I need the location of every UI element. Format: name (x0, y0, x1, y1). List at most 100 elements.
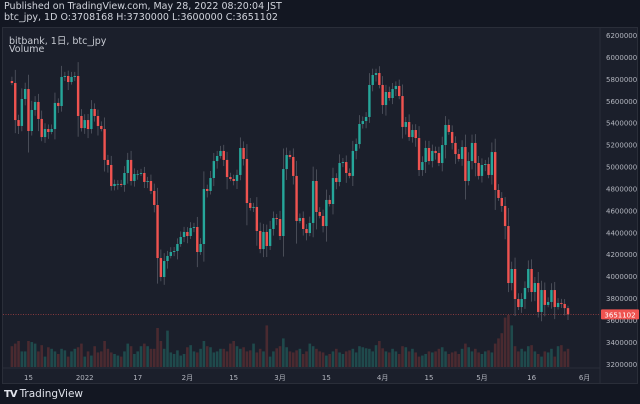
volume-bar (397, 354, 401, 367)
candle-body (103, 129, 106, 160)
volume-bar (331, 351, 335, 367)
candle-body (454, 142, 457, 155)
volume-bar (80, 343, 83, 367)
candle-body (474, 142, 477, 164)
time-tick-label: 2月 (182, 374, 193, 382)
candle-body (229, 177, 232, 180)
volume-legend[interactable]: Volume (9, 44, 45, 55)
candle-body (272, 218, 275, 229)
candle-body (381, 84, 384, 106)
time-tick-label: 17 (133, 374, 142, 382)
volume-bar (318, 351, 322, 367)
price-tick-label: 4400000 (606, 229, 637, 237)
candle-body (14, 83, 17, 121)
volume-bar (162, 348, 166, 367)
volume-bar (391, 348, 394, 367)
candle-body (507, 226, 510, 284)
candle-body (209, 178, 212, 191)
volume-bar (288, 351, 292, 367)
candle-body (288, 155, 292, 157)
volume-bar (30, 342, 34, 367)
candle-body (341, 162, 345, 164)
candle-body (361, 121, 364, 124)
symbol-legend[interactable]: bitbank, 1日, btc_jpy (9, 36, 107, 47)
price-tick-label: 5200000 (606, 142, 637, 150)
candle-body (119, 183, 123, 185)
candle-body (206, 188, 209, 191)
volume-bar (66, 356, 70, 367)
volume-bar (371, 351, 375, 367)
candle-body (90, 108, 93, 130)
candle-body (368, 84, 371, 117)
candle-body (73, 75, 77, 77)
volume-bar (93, 346, 96, 367)
candle-body (113, 183, 116, 187)
volume-bar (13, 343, 17, 367)
candle-body (215, 155, 219, 162)
time-tick-label: 15 (24, 374, 33, 382)
volume-bar (381, 348, 384, 367)
candle-body (421, 162, 424, 171)
volume-bar (159, 341, 163, 367)
candle-body (358, 123, 361, 145)
volume-bar (215, 351, 219, 367)
candle-body (305, 228, 308, 234)
volume-bar (424, 354, 427, 367)
candle-body (76, 75, 80, 116)
volume-bar (411, 348, 414, 367)
price-tick-label: 5400000 (606, 120, 637, 128)
candle-body (30, 109, 33, 132)
candle-body (245, 158, 249, 204)
candle-body (20, 99, 24, 126)
candle-body (37, 101, 40, 119)
volume-bar (99, 351, 103, 367)
volume-bar (474, 348, 477, 367)
candle-body (503, 205, 507, 227)
candle-body (497, 189, 500, 198)
time-tick-label: 16 (527, 374, 536, 382)
volume-bar (298, 348, 302, 367)
volume-bar (152, 348, 156, 367)
volume-bar (265, 325, 269, 367)
tradingview-brand[interactable]: TV TradingView (4, 388, 83, 400)
last-price-badge (601, 309, 639, 320)
candle-body (60, 76, 63, 107)
candle-body (378, 73, 381, 85)
candle-body (371, 75, 374, 85)
candle-body (411, 130, 414, 138)
candle-body (397, 85, 401, 97)
volume-bar (563, 351, 566, 367)
volume-bar (172, 354, 176, 367)
volume-bar (225, 351, 229, 367)
volume-bar (278, 346, 282, 367)
candle-body (189, 228, 192, 237)
volume-bar (275, 348, 279, 367)
candle-body (298, 218, 302, 221)
volume-bar (315, 348, 318, 367)
volume-bar (291, 352, 295, 367)
candle-body (70, 76, 73, 83)
volume-bar (219, 348, 222, 367)
brand-name: TradingView (19, 388, 84, 400)
volume-bar (487, 350, 490, 367)
candle-body (338, 163, 341, 182)
volume-bar (368, 348, 371, 367)
volume-bar (378, 341, 381, 367)
volume-bar (73, 348, 77, 367)
volume-bar (311, 346, 315, 367)
chart-pane[interactable] (2, 27, 638, 384)
volume-bar (308, 343, 312, 367)
volume-bar (202, 341, 206, 367)
candle-body (437, 153, 441, 164)
candle-body (66, 75, 70, 83)
candle-body (354, 144, 358, 151)
volume-bar (328, 354, 331, 367)
candle-body (282, 169, 285, 237)
candle-body (388, 91, 391, 99)
published-info: Published on TradingView.com, May 28, 20… (4, 1, 282, 12)
candle-body (560, 302, 563, 304)
candle-body (527, 268, 530, 288)
candle-body (566, 308, 570, 315)
candle-body (540, 290, 543, 312)
